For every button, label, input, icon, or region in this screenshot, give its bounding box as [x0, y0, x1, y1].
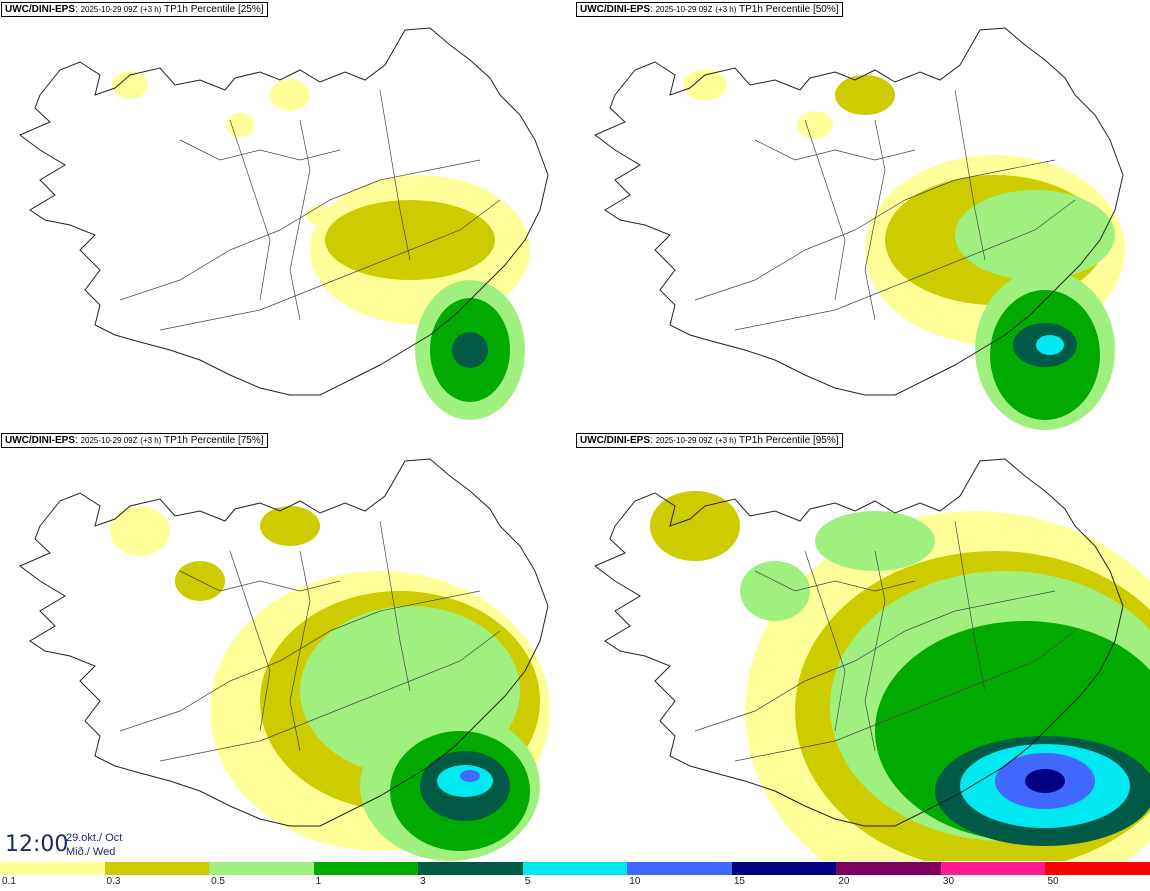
- colorbar-tick: 0.5: [211, 876, 225, 887]
- coastline: [19, 458, 549, 827]
- precip-map: [19, 458, 550, 861]
- precip-area: [740, 561, 810, 621]
- colorbar-tick: 50: [1047, 876, 1059, 887]
- colorbar-tick: 3: [420, 876, 426, 887]
- precip-area: [112, 71, 148, 99]
- precip-map: [19, 27, 549, 420]
- valid-time-box: 12:00 29.okt./ Oct Mið./ Wed: [0, 826, 136, 862]
- precip-area: [260, 506, 320, 546]
- precip-area: [452, 332, 488, 368]
- panel-title: UWC/DINI-EPS: 2025-10-29 09Z (+3 h) TP1h…: [576, 433, 843, 448]
- coastline: [19, 27, 549, 396]
- colorbar-tick: 20: [838, 876, 850, 887]
- colorbar-segment: [940, 862, 1046, 875]
- colorbar-tick: 10: [629, 876, 641, 887]
- colorbar-segment: [313, 862, 419, 875]
- colorbar-segment: [731, 862, 837, 875]
- precip-map: [594, 27, 1125, 430]
- colorbar-tick: 0.3: [106, 876, 121, 887]
- road-line: [289, 550, 311, 752]
- road-line: [804, 550, 846, 732]
- precip-area: [270, 79, 310, 111]
- road-line: [864, 119, 886, 321]
- precip-area: [797, 111, 833, 139]
- colorbar-segment: [836, 862, 941, 875]
- colorbar-segment: [627, 862, 732, 875]
- map-panel-p50: UWC/DINI-EPS: 2025-10-29 09Z (+3 h) TP1h…: [575, 0, 1150, 430]
- colorbar-segment: [522, 862, 628, 875]
- precip-area: [835, 75, 895, 115]
- colorbar-segment: [0, 862, 105, 875]
- colorbar-tick-labels: 0.1 0.3 0.5 1 3 5 10 15 20 30 50: [0, 876, 1150, 891]
- road-line: [694, 159, 1056, 301]
- road-line: [734, 630, 1076, 762]
- panel-title: UWC/DINI-EPS: 2025-10-29 09Z (+3 h) TP1h…: [1, 2, 268, 17]
- road-line: [754, 139, 916, 161]
- precip-area: [815, 511, 935, 571]
- map-panel-p95: UWC/DINI-EPS: 2025-10-29 09Z (+3 h) TP1h…: [575, 431, 1150, 861]
- road-line: [289, 119, 311, 321]
- valid-time: 12:00: [5, 832, 69, 857]
- road-line: [804, 119, 846, 301]
- colorbar-tick: 0.1: [2, 876, 16, 887]
- road-line: [229, 550, 271, 732]
- coastline: [594, 27, 1124, 396]
- colorbar-tick: 1: [315, 876, 322, 887]
- colorbar-segment: [418, 862, 523, 875]
- valid-date-day: 29.okt./ Oct: [66, 832, 123, 844]
- road-line: [379, 89, 411, 261]
- precip-map: [594, 458, 1150, 861]
- road-line: [179, 570, 341, 592]
- panel-title: UWC/DINI-EPS: 2025-10-29 09Z (+3 h) TP1h…: [576, 2, 843, 17]
- precip-area: [1025, 769, 1065, 793]
- precip-area: [955, 190, 1115, 280]
- precip-area: [306, 205, 334, 225]
- road-line: [119, 159, 481, 301]
- road-line: [694, 590, 1056, 732]
- road-line: [734, 199, 1076, 331]
- colorbar-tick: 5: [524, 876, 531, 887]
- valid-date: 29.okt./ Oct Mið./ Wed: [66, 831, 122, 859]
- road-line: [229, 119, 271, 301]
- colorbar-tick: 15: [733, 876, 745, 887]
- road-line: [179, 139, 341, 161]
- road-line: [119, 590, 481, 732]
- road-line: [754, 570, 916, 592]
- road-line: [954, 89, 986, 261]
- precip-area: [650, 491, 740, 561]
- road-line: [954, 520, 986, 692]
- panel-title: UWC/DINI-EPS: 2025-10-29 09Z (+3 h) TP1h…: [1, 433, 268, 448]
- road-line: [864, 550, 886, 752]
- precip-colorbar: [0, 862, 1150, 875]
- colorbar-segment: [1045, 862, 1150, 875]
- coastline: [594, 458, 1124, 827]
- road-line: [159, 630, 501, 762]
- precip-area: [325, 200, 495, 280]
- road-line: [159, 199, 501, 331]
- road-line: [379, 520, 411, 692]
- colorbar-segment: [104, 862, 210, 875]
- precip-area: [1036, 335, 1064, 355]
- valid-date-weekday: Mið./ Wed: [66, 846, 116, 858]
- colorbar-segment: [209, 862, 314, 875]
- precip-area: [683, 69, 727, 101]
- precip-area: [460, 770, 480, 782]
- map-panel-p25: UWC/DINI-EPS: 2025-10-29 09Z (+3 h) TP1h…: [0, 0, 575, 430]
- precip-area: [226, 113, 254, 137]
- precip-area: [110, 506, 170, 556]
- map-panel-p75: UWC/DINI-EPS: 2025-10-29 09Z (+3 h) TP1h…: [0, 431, 575, 861]
- colorbar-tick: 30: [942, 876, 955, 887]
